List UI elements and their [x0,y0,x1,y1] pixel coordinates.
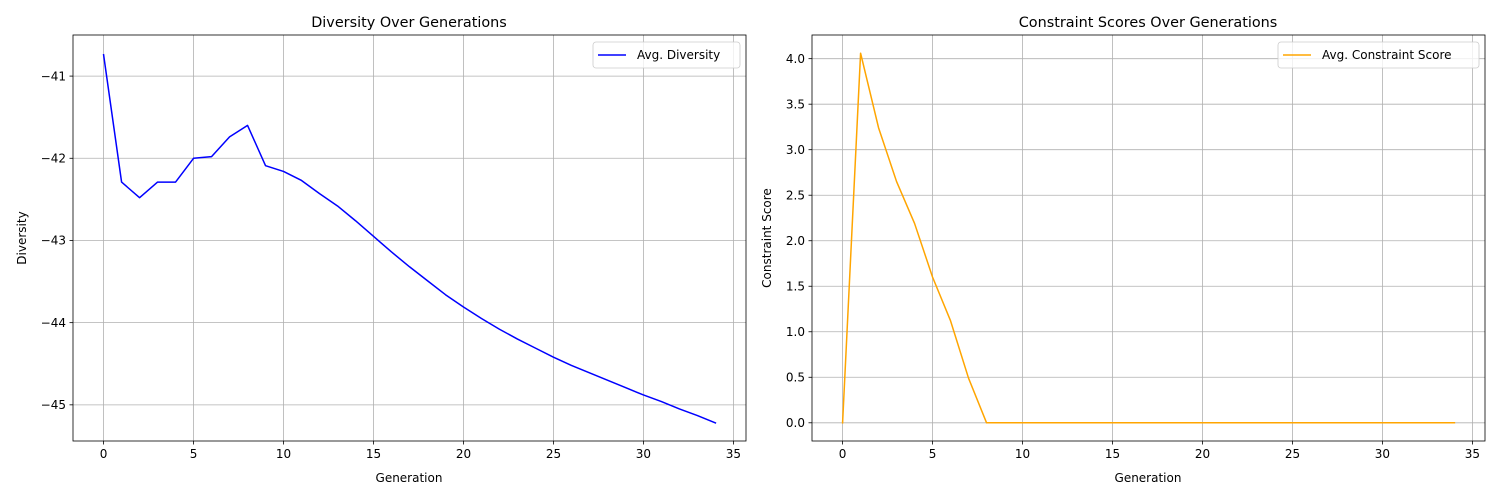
constraint-y-tick-label: 0.0 [786,416,805,430]
constraint-y-tick-label: 0.5 [786,370,805,384]
diversity-x-tick-label: 0 [100,447,108,461]
constraint-legend-box [1277,41,1480,69]
constraint-plot-title: Constraint Scores Over Generations [1019,15,1278,31]
constraint-y-tick-label: 3.5 [786,97,805,111]
diversity-x-tick-label: 20 [456,447,471,461]
constraint-y-tick-label: 2.5 [786,188,805,202]
constraint-y-tick-label: 1.5 [786,279,805,293]
diversity-plot: Diversity Over Generations 0 5 10 15 20 25 30 3… [15,15,747,485]
constraint-y-tick-label: 1.0 [786,325,805,339]
diversity-legend-box [592,41,741,69]
constraint-x-tick-label: 5 [929,447,937,461]
constraint-x-tick-label: 35 [1465,447,1480,461]
diversity-x-tick-label: 30 [636,447,651,461]
constraint-x-tick-label: 10 [1015,447,1030,461]
constraint-y-axis-label: Constraint Score [760,188,774,288]
constraint-x-tick-label: 25 [1285,447,1300,461]
constraint-plot: Constraint Scores Over Generations 0 5 10 1… [760,15,1486,485]
constraint-x-tick-label: 30 [1375,447,1390,461]
diversity-legend: Avg. Diversity [592,41,741,69]
diversity-x-tick-label: 25 [546,447,561,461]
constraint-legend-label: Avg. Constraint Score [1322,48,1452,62]
constraint-x-axis-label: Generation [1115,471,1182,485]
diversity-x-tick-label: 10 [276,447,291,461]
diversity-x-axis-label: Generation [376,471,443,485]
constraint-series-line [841,52,1456,424]
diversity-x-tick-label: 5 [190,447,198,461]
constraint-x-tick-label: 20 [1195,447,1210,461]
diversity-x-tick-label: 15 [366,447,381,461]
diversity-series-line [102,53,717,424]
diversity-x-tick-label: 35 [726,447,741,461]
diversity-plot-title: Diversity Over Generations [311,15,507,31]
constraint-plot-frame [811,34,1486,442]
constraint-y-tick-label: 2.0 [786,234,805,248]
diversity-y-tick-label: −42 [41,151,66,165]
diversity-plot-frame [72,34,747,442]
diversity-y-axis-label: Diversity [15,211,29,264]
constraint-y-tick-label: 4.0 [786,52,805,66]
diversity-y-tick-label: −41 [41,69,66,83]
diversity-y-tick-label: −45 [41,398,66,412]
constraint-x-tick-label: 15 [1105,447,1120,461]
constraint-y-tick-label: 3.0 [786,143,805,157]
constraint-legend: Avg. Constraint Score [1277,41,1480,69]
constraint-x-tick-label: 0 [839,447,847,461]
diversity-y-tick-label: −44 [41,316,66,330]
diversity-y-tick-label: −43 [41,234,66,248]
diversity-legend-label: Avg. Diversity [637,48,720,62]
